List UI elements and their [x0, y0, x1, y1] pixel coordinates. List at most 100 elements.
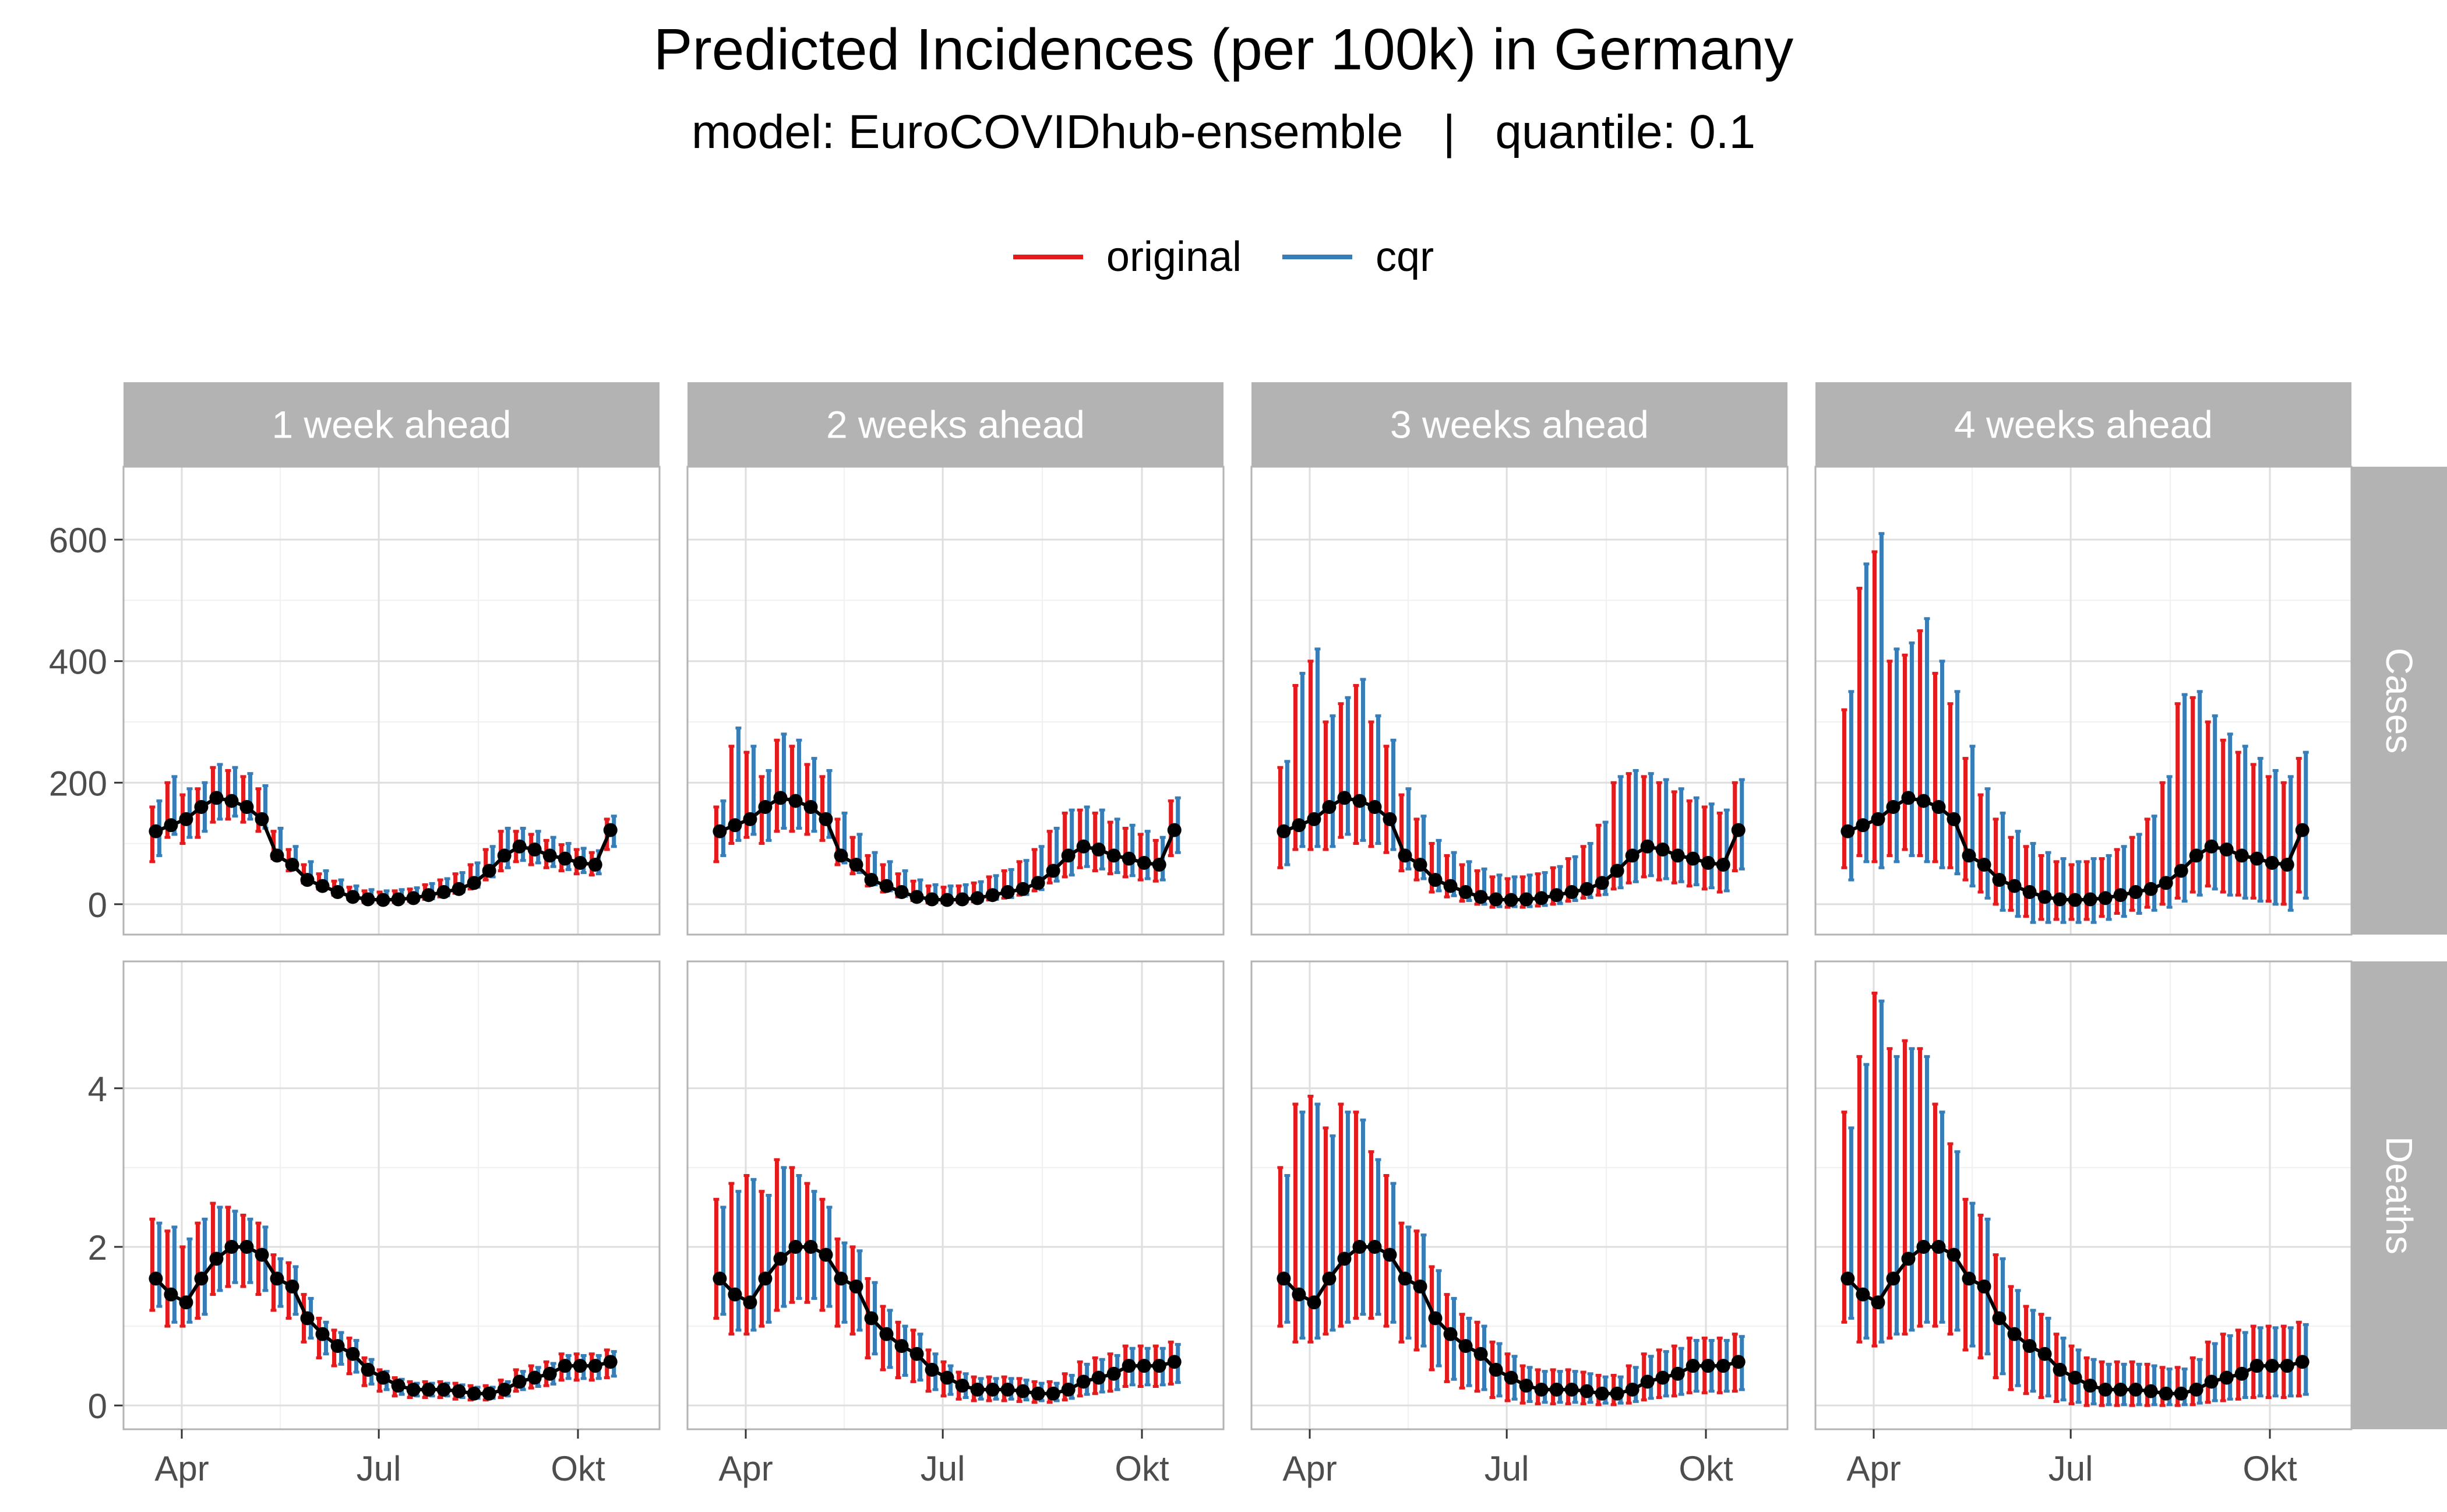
observed-point-deaths-3-weeks-ahead-15: [1504, 1370, 1518, 1385]
observed-point-deaths-3-weeks-ahead-14: [1489, 1362, 1503, 1377]
observed-point-cases-2-weeks-ahead-28: [1137, 855, 1151, 870]
observed-point-deaths-3-weeks-ahead-17: [1534, 1382, 1549, 1397]
observed-point-cases-4-weeks-ahead-26: [2234, 848, 2249, 863]
observed-point-deaths-4-weeks-ahead-26: [2234, 1366, 2249, 1381]
observed-point-deaths-1-week-ahead-29: [588, 1359, 602, 1373]
observed-point-cases-1-week-ahead-4: [209, 791, 224, 805]
observed-point-cases-4-weeks-ahead-20: [2143, 882, 2158, 896]
observed-point-deaths-2-weeks-ahead-18: [985, 1382, 1000, 1397]
observed-point-cases-4-weeks-ahead-23: [2189, 848, 2203, 863]
observed-point-cases-3-weeks-ahead-6: [1367, 800, 1382, 814]
observed-point-cases-3-weeks-ahead-20: [1579, 882, 1594, 896]
observed-point-cases-3-weeks-ahead-4: [1337, 791, 1352, 805]
observed-point-deaths-1-week-ahead-13: [345, 1347, 360, 1361]
observed-point-deaths-4-weeks-ahead-30: [2295, 1355, 2310, 1369]
observed-point-deaths-2-weeks-ahead-28: [1137, 1359, 1151, 1373]
row-strip-label-deaths: Deaths: [2378, 1136, 2420, 1254]
observed-point-cases-2-weeks-ahead-14: [925, 892, 939, 907]
observed-point-cases-3-weeks-ahead-3: [1322, 800, 1337, 814]
observed-point-cases-1-week-ahead-1: [164, 818, 178, 833]
observed-point-cases-3-weeks-ahead-23: [1625, 848, 1639, 863]
observed-point-cases-2-weeks-ahead-5: [788, 794, 803, 808]
panel-border-cases-3-weeks-ahead: [1250, 466, 1789, 936]
observed-point-cases-2-weeks-ahead-21: [1031, 876, 1045, 890]
x-tick-label-2-weeks-ahead-okt: Okt: [1115, 1449, 1169, 1488]
observed-point-cases-3-weeks-ahead-1: [1292, 818, 1306, 833]
observed-point-cases-4-weeks-ahead-1: [1856, 818, 1870, 833]
observed-point-deaths-2-weeks-ahead-16: [955, 1379, 969, 1393]
panel-border-deaths-2-weeks-ahead: [686, 960, 1225, 1430]
observed-point-deaths-3-weeks-ahead-8: [1398, 1271, 1412, 1286]
observed-point-deaths-2-weeks-ahead-10: [864, 1311, 879, 1326]
observed-point-deaths-4-weeks-ahead-14: [2053, 1362, 2067, 1377]
observed-point-cases-2-weeks-ahead-29: [1152, 858, 1166, 872]
observed-point-cases-4-weeks-ahead-6: [1931, 800, 1946, 814]
observed-point-deaths-4-weeks-ahead-4: [1901, 1252, 1916, 1266]
observed-point-cases-2-weeks-ahead-18: [985, 888, 1000, 903]
observed-point-deaths-3-weeks-ahead-22: [1610, 1386, 1624, 1401]
observed-point-cases-1-week-ahead-20: [452, 882, 466, 896]
observed-point-cases-3-weeks-ahead-28: [1701, 855, 1715, 870]
observed-point-cases-2-weeks-ahead-16: [955, 892, 969, 907]
x-tick-label-2-weeks-ahead-apr: Apr: [718, 1449, 773, 1488]
observed-point-deaths-4-weeks-ahead-2: [1871, 1295, 1885, 1310]
observed-point-deaths-4-weeks-ahead-23: [2189, 1382, 2203, 1397]
observed-point-deaths-4-weeks-ahead-16: [2083, 1379, 2097, 1393]
observed-point-cases-1-week-ahead-5: [224, 794, 239, 808]
x-tick-label-3-weeks-ahead-jul: Jul: [1485, 1449, 1529, 1488]
legend-label-original: original: [1106, 234, 1242, 280]
x-tick-label-4-weeks-ahead-okt: Okt: [2243, 1449, 2297, 1488]
chart-title: Predicted Incidences (per 100k) in Germa…: [653, 17, 1794, 82]
observed-point-deaths-4-weeks-ahead-0: [1840, 1271, 1855, 1286]
observed-point-cases-1-week-ahead-15: [376, 893, 390, 907]
observed-point-deaths-1-week-ahead-11: [315, 1327, 330, 1341]
observed-point-deaths-4-weeks-ahead-15: [2068, 1370, 2082, 1385]
observed-point-deaths-2-weeks-ahead-13: [909, 1347, 924, 1361]
observed-point-cases-3-weeks-ahead-17: [1534, 891, 1549, 905]
observed-point-cases-2-weeks-ahead-22: [1046, 864, 1060, 878]
observed-point-deaths-3-weeks-ahead-0: [1277, 1271, 1291, 1286]
observed-point-deaths-2-weeks-ahead-19: [1000, 1382, 1015, 1397]
observed-point-deaths-4-weeks-ahead-7: [1947, 1247, 1961, 1262]
observed-point-cases-4-weeks-ahead-15: [2068, 893, 2082, 907]
observed-point-cases-2-weeks-ahead-11: [879, 879, 894, 893]
observed-point-deaths-1-week-ahead-18: [421, 1382, 436, 1397]
observed-point-cases-2-weeks-ahead-1: [728, 818, 742, 833]
observed-point-deaths-4-weeks-ahead-29: [2280, 1359, 2294, 1373]
observed-point-cases-1-week-ahead-25: [527, 843, 542, 857]
observed-point-cases-2-weeks-ahead-0: [713, 824, 727, 838]
observed-point-cases-1-week-ahead-11: [315, 879, 330, 893]
observed-point-deaths-1-week-ahead-3: [194, 1271, 209, 1286]
x-tick-label-1-week-ahead-apr: Apr: [154, 1449, 209, 1488]
observed-point-deaths-3-weeks-ahead-7: [1383, 1247, 1397, 1262]
observed-point-deaths-1-week-ahead-20: [452, 1384, 466, 1398]
observed-point-deaths-1-week-ahead-9: [285, 1280, 299, 1294]
observed-point-cases-3-weeks-ahead-22: [1610, 864, 1624, 878]
panel-border-deaths-4-weeks-ahead: [1814, 960, 2353, 1430]
observed-point-deaths-4-weeks-ahead-25: [2219, 1370, 2234, 1385]
observed-point-deaths-4-weeks-ahead-28: [2265, 1359, 2279, 1373]
observed-point-deaths-2-weeks-ahead-27: [1122, 1359, 1136, 1373]
observed-point-cases-1-week-ahead-19: [436, 885, 451, 899]
observed-point-cases-4-weeks-ahead-4: [1901, 791, 1916, 805]
observed-point-cases-1-week-ahead-22: [482, 864, 496, 878]
observed-point-cases-4-weeks-ahead-0: [1840, 824, 1855, 838]
observed-point-deaths-3-weeks-ahead-23: [1625, 1382, 1639, 1397]
observed-point-cases-1-week-ahead-28: [573, 855, 587, 870]
col-strip-label-3-weeks-ahead: 3 weeks ahead: [1390, 403, 1649, 446]
observed-point-deaths-1-week-ahead-27: [558, 1359, 572, 1373]
observed-point-cases-3-weeks-ahead-26: [1670, 848, 1685, 863]
observed-point-cases-4-weeks-ahead-17: [2098, 891, 2113, 905]
col-strip-4-weeks-ahead: [1815, 382, 2351, 467]
legend-key-cqr: [1282, 255, 1353, 259]
observed-point-cases-4-weeks-ahead-2: [1871, 812, 1885, 826]
observed-point-cases-1-week-ahead-21: [467, 876, 481, 890]
observed-point-cases-1-week-ahead-10: [300, 873, 315, 887]
observed-point-cases-1-week-ahead-0: [149, 824, 163, 838]
observed-point-cases-2-weeks-ahead-9: [849, 858, 863, 872]
y-tick-label-deaths-0: 0: [88, 1387, 107, 1426]
col-strip-1-week-ahead: [124, 382, 660, 467]
observed-point-cases-4-weeks-ahead-11: [2007, 879, 2022, 893]
panel-deaths-1-week-ahead: [124, 961, 660, 1429]
